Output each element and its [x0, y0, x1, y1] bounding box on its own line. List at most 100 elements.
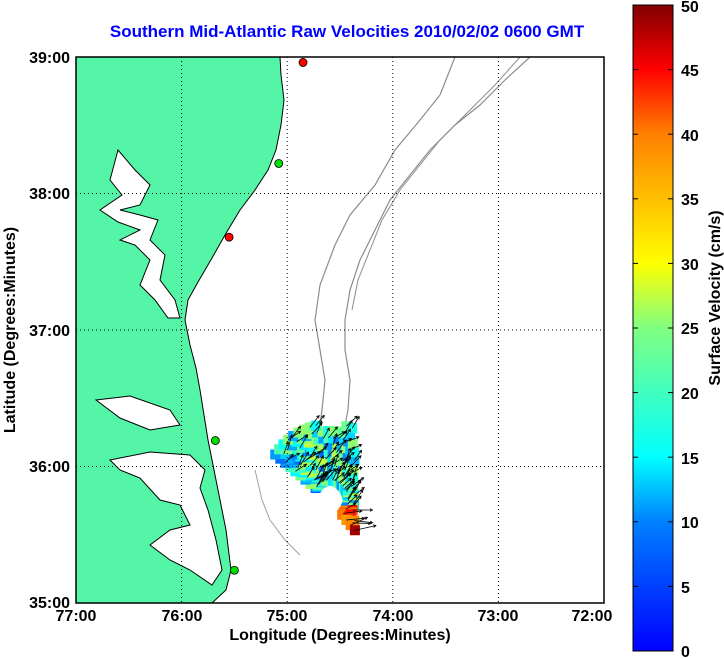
velocity-arrow	[332, 433, 338, 446]
velocity-arrow	[346, 415, 358, 427]
velocity-arrow	[315, 415, 325, 426]
velocity-cell	[323, 426, 334, 437]
chesapeake-bay	[99, 148, 181, 319]
velocity-arrow	[350, 477, 364, 487]
lon-tick-label: 72:00	[572, 608, 613, 625]
velocity-arrow-head	[356, 415, 360, 420]
lon-tick-label: 77:00	[56, 608, 97, 625]
velocity-arrow-head	[360, 477, 365, 481]
velocity-arrow-head	[320, 455, 324, 459]
velocity-arrow	[345, 502, 357, 510]
velocity-arrow-head	[319, 420, 323, 424]
velocity-arrow	[353, 489, 364, 504]
velocity-arrow-head	[338, 450, 343, 454]
pamlico-sound	[108, 451, 223, 586]
velocity-arrow	[297, 454, 304, 469]
station-marker	[210, 436, 220, 445]
velocity-arrow	[320, 443, 329, 454]
map-title: Southern Mid-Atlantic Raw Velocities 201…	[109, 22, 585, 41]
colorbar-tick-label: 20	[681, 386, 699, 403]
velocity-arrow	[332, 441, 339, 453]
colorbar-ticks	[633, 4, 673, 652]
velocity-arrow	[345, 464, 352, 480]
velocity-cell	[345, 429, 356, 440]
velocity-arrow-head	[334, 426, 338, 430]
velocity-arrow-head	[353, 494, 358, 499]
velocity-arrow-head	[354, 415, 358, 420]
y-axis-label: Latitude (Degrees:Minutes)	[2, 227, 19, 433]
velocity-arrow-head	[285, 441, 289, 446]
velocity-arrow	[309, 446, 318, 458]
velocity-arrow	[353, 480, 362, 494]
velocity-arrow	[349, 472, 357, 485]
velocity-arrow	[292, 426, 301, 437]
velocity-arrow-head	[341, 461, 345, 466]
lon-tick-label: 75:00	[267, 608, 308, 625]
velocity-arrow	[316, 420, 323, 433]
velocity-cell	[270, 449, 281, 460]
station-marker	[224, 232, 234, 242]
velocity-cell	[317, 426, 328, 437]
colorbar-label: Surface Velocity (cm/s)	[707, 210, 724, 385]
velocity-vectors	[283, 414, 377, 531]
station-marker	[298, 58, 308, 67]
velocity-arrow	[314, 473, 327, 480]
velocity-arrow	[332, 468, 339, 481]
velocity-arrow-head	[339, 457, 344, 461]
velocity-arrow-head	[351, 452, 355, 456]
lon-tick-label: 76:00	[162, 608, 203, 625]
lat-tick-label: 37:00	[29, 323, 70, 340]
velocity-arrow-head	[358, 449, 362, 454]
velocity-arrow-head	[320, 464, 325, 468]
colorbar-tick-label: 40	[681, 128, 699, 145]
lon-tick-label: 73:00	[478, 608, 519, 625]
velocity-cell	[337, 509, 348, 520]
velocity-arrow	[323, 427, 330, 439]
velocity-arrow	[342, 428, 351, 441]
colorbar-tick-label: 30	[681, 257, 699, 274]
velocity-arrow-head	[347, 428, 351, 433]
velocity-arrow	[353, 495, 362, 506]
velocity-arrow	[342, 478, 352, 487]
velocity-arrow-head	[305, 451, 309, 456]
lat-tick-label: 38:00	[29, 186, 70, 203]
velocity-arrow-head	[296, 452, 301, 457]
velocity-arrow-head	[330, 461, 335, 465]
velocity-arrow-head	[361, 486, 365, 491]
velocity-arrow-head	[314, 445, 318, 450]
velocity-arrow-head	[324, 442, 329, 447]
colorbar	[632, 4, 674, 652]
velocity-arrow	[343, 510, 362, 514]
velocity-cell	[349, 447, 360, 458]
colorbar-tick-label: 50	[681, 0, 699, 16]
velocity-arrow-head	[333, 446, 337, 451]
velocity-arrow	[344, 455, 351, 471]
velocity-arrow	[351, 416, 360, 429]
velocity-arrow	[335, 466, 347, 475]
velocity-arrow	[353, 464, 358, 479]
velocity-arrow	[331, 450, 343, 460]
velocity-arrow	[347, 436, 360, 442]
velocity-arrow	[354, 525, 376, 531]
velocity-arrow	[334, 472, 345, 481]
velocity-arrow-head	[300, 454, 304, 458]
colorbar-tick-label: 0	[681, 644, 690, 659]
velocity-arrow	[337, 438, 352, 446]
velocity-arrow-head	[348, 477, 352, 482]
velocity-arrow-head	[311, 466, 315, 470]
velocity-arrow-head	[297, 430, 302, 435]
velocity-arrow-head	[358, 479, 362, 484]
velocity-arrow-head	[317, 451, 321, 455]
velocity-arrow	[350, 444, 362, 451]
velocity-arrow	[346, 517, 365, 521]
velocity-arrow-head	[335, 441, 339, 445]
lat-tick-label: 36:00	[29, 459, 70, 476]
velocity-arrow	[306, 451, 321, 460]
velocity-arrow-head	[303, 463, 308, 467]
colorbar-tick-label: 10	[681, 515, 699, 532]
velocity-arrow	[342, 458, 348, 470]
velocity-arrow-head	[372, 524, 377, 528]
station-marker	[274, 159, 284, 168]
velocity-arrow	[288, 453, 300, 459]
